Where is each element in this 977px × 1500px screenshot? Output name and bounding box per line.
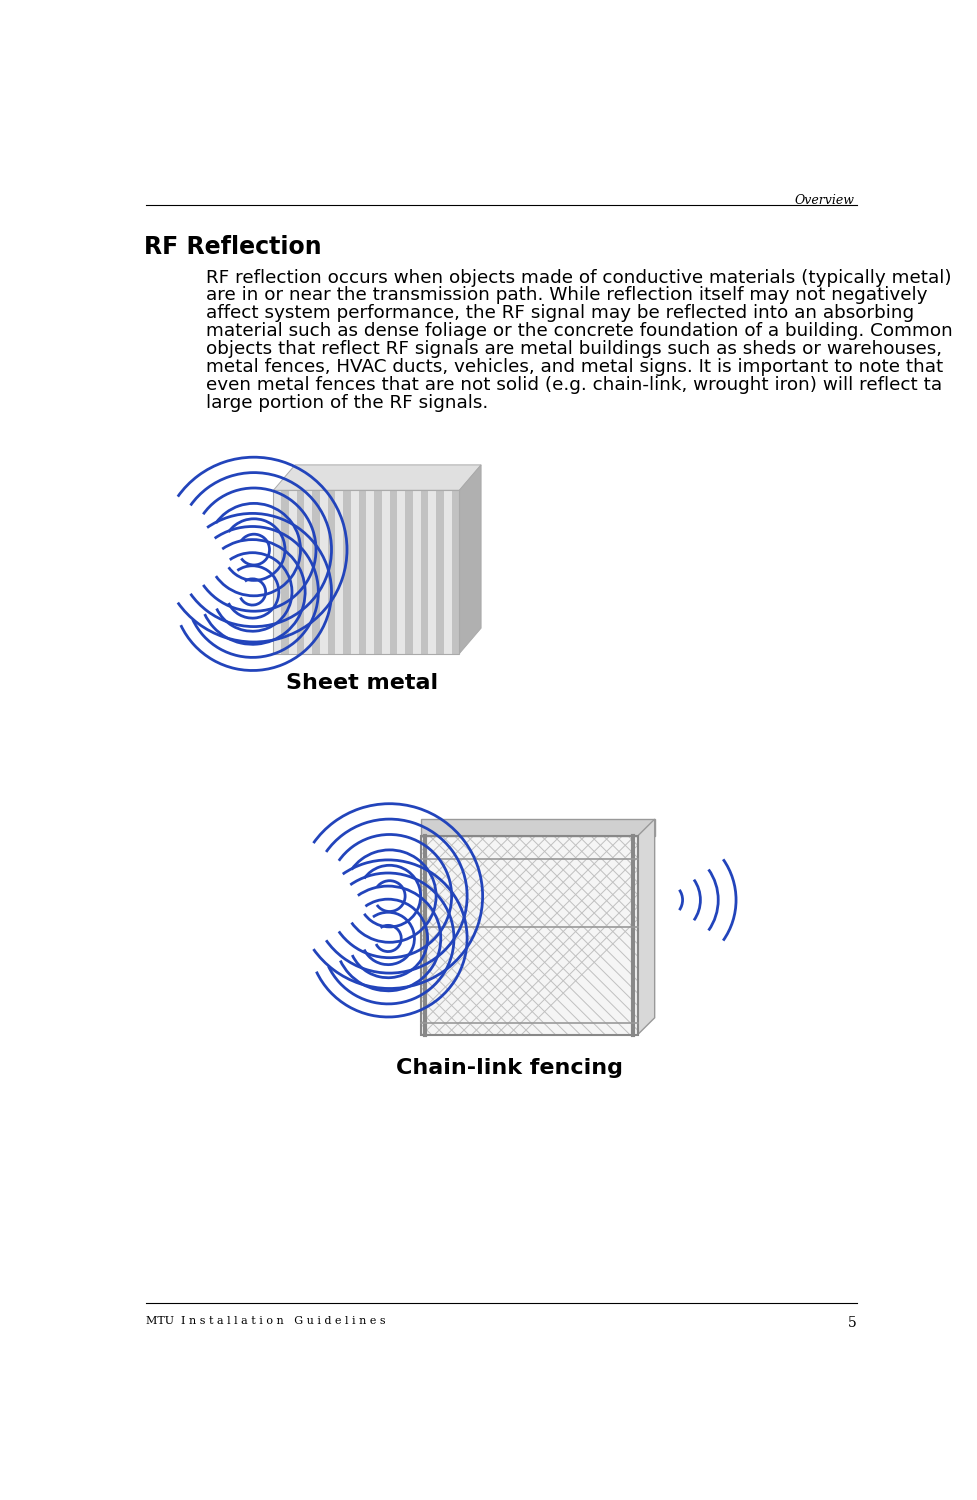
Text: RF reflection occurs when objects made of conductive materials (typically metal): RF reflection occurs when objects made o…: [206, 268, 951, 286]
Bar: [319, 490, 327, 654]
Bar: [404, 490, 412, 654]
Polygon shape: [420, 819, 654, 836]
Text: Chain-link fencing: Chain-link fencing: [396, 1058, 622, 1078]
Text: are in or near the transmission path. While reflection itself may not negatively: are in or near the transmission path. Wh…: [206, 286, 926, 304]
Bar: [343, 490, 351, 654]
Bar: [327, 490, 335, 654]
Bar: [444, 490, 451, 654]
Text: metal fences, HVAC ducts, vehicles, and metal signs. It is important to note tha: metal fences, HVAC ducts, vehicles, and …: [206, 358, 942, 376]
Bar: [436, 490, 444, 654]
Polygon shape: [459, 465, 481, 654]
Bar: [274, 490, 459, 654]
Bar: [359, 490, 366, 654]
Text: large portion of the RF signals.: large portion of the RF signals.: [206, 393, 488, 411]
Bar: [374, 490, 381, 654]
Bar: [420, 836, 637, 1035]
Bar: [296, 490, 304, 654]
Text: RF Reflection: RF Reflection: [144, 236, 321, 260]
Bar: [280, 490, 288, 654]
Polygon shape: [637, 819, 654, 1035]
Bar: [451, 490, 459, 654]
Bar: [288, 490, 296, 654]
Polygon shape: [274, 465, 481, 490]
Bar: [420, 490, 428, 654]
Text: Sheet metal: Sheet metal: [286, 674, 438, 693]
Bar: [397, 490, 404, 654]
Text: Overview: Overview: [794, 194, 854, 207]
Text: 5: 5: [847, 1316, 856, 1330]
Text: objects that reflect RF signals are metal buildings such as sheds or warehouses,: objects that reflect RF signals are meta…: [206, 340, 941, 358]
Bar: [420, 836, 637, 1035]
Bar: [366, 490, 374, 654]
Text: material such as dense foliage or the concrete foundation of a building. Common: material such as dense foliage or the co…: [206, 322, 952, 340]
Text: affect system performance, the RF signal may be reflected into an absorbing: affect system performance, the RF signal…: [206, 304, 913, 322]
Bar: [274, 490, 280, 654]
Bar: [412, 490, 420, 654]
Bar: [304, 490, 312, 654]
Bar: [335, 490, 343, 654]
Bar: [428, 490, 436, 654]
Text: MTU  I n s t a l l a t i o n   G u i d e l i n e s: MTU I n s t a l l a t i o n G u i d e l …: [146, 1316, 385, 1326]
Bar: [274, 490, 459, 654]
Bar: [312, 490, 319, 654]
Bar: [389, 490, 397, 654]
Bar: [351, 490, 359, 654]
Text: even metal fences that are not solid (e.g. chain-link, wrought iron) will reflec: even metal fences that are not solid (e.…: [206, 375, 941, 393]
Bar: [381, 490, 389, 654]
